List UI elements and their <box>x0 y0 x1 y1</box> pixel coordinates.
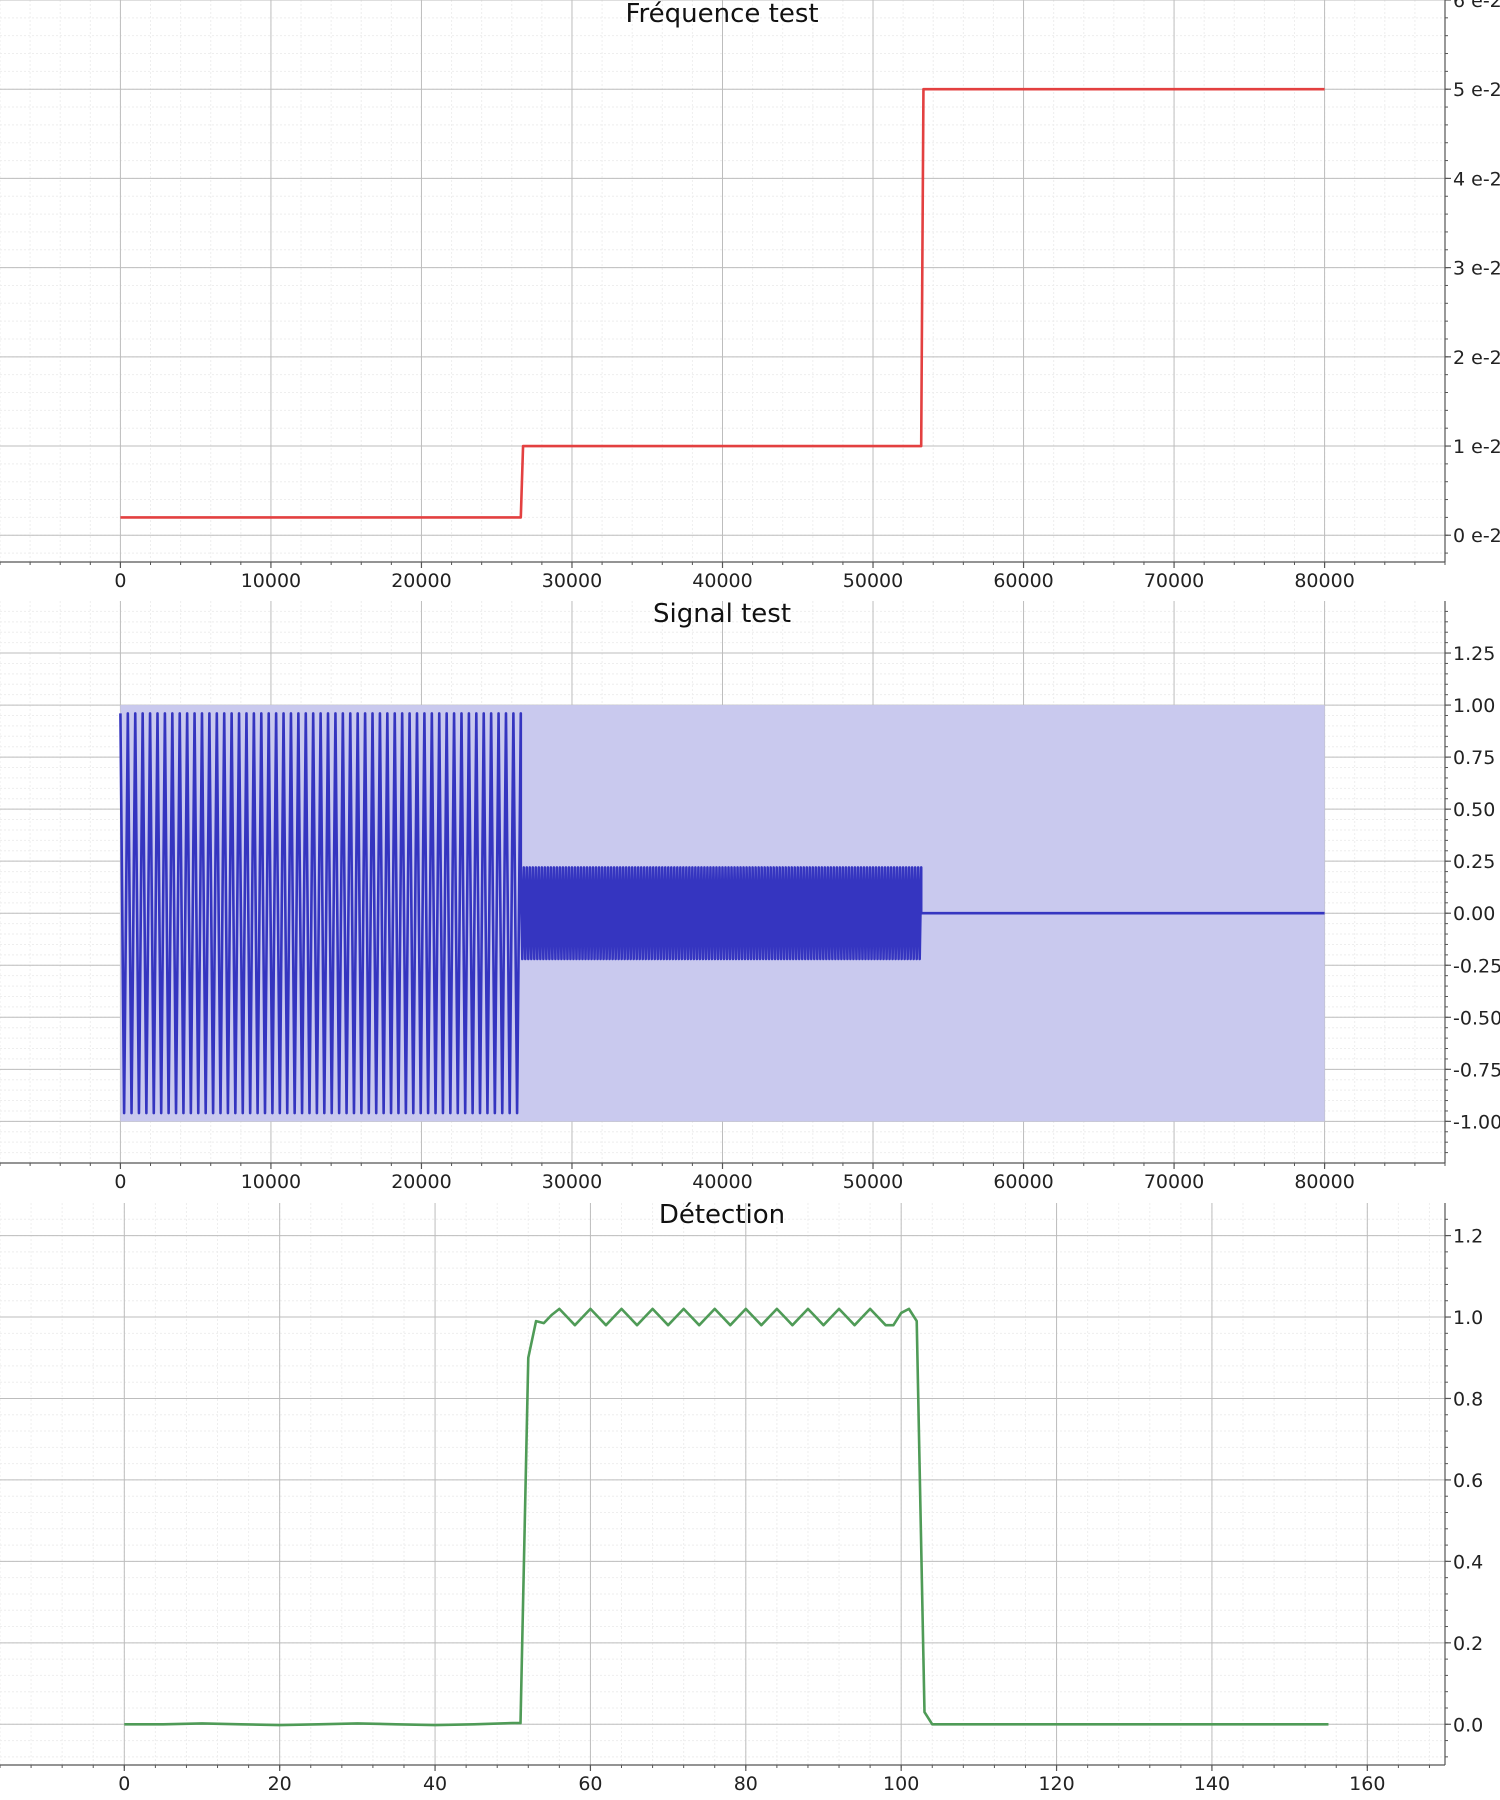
x-tick-label: 60 <box>578 1773 602 1795</box>
major-grid <box>0 1203 1445 1765</box>
x-tick-label: 80000 <box>1294 1171 1354 1193</box>
x-tick-label: 120 <box>1038 1773 1074 1795</box>
y-tick-label: 0.25 <box>1453 851 1495 873</box>
x-tick-label: 50000 <box>843 1171 903 1193</box>
y-tick-label: 0.2 <box>1453 1633 1483 1655</box>
y-tick-label: 0.6 <box>1453 1470 1483 1492</box>
y-tick-label: 3 e-2 <box>1453 258 1500 280</box>
x-tick-label: 10000 <box>241 570 301 592</box>
y-tick-label: 0.50 <box>1453 799 1495 821</box>
y-tick-label: 0.8 <box>1453 1388 1483 1410</box>
x-tick-label: 40000 <box>692 570 752 592</box>
y-tick-label: -0.75 <box>1453 1059 1500 1081</box>
y-tick-label: 0 e-2 <box>1453 525 1500 547</box>
x-tick-label: 70000 <box>1144 1171 1204 1193</box>
y-tick-label: -0.50 <box>1453 1007 1500 1029</box>
y-tick-label: 1.2 <box>1453 1226 1483 1248</box>
series-line-1 <box>120 87 1325 519</box>
chart-panel-3: 0 20 40 60 80 100 120 140 160 0.0 0.2 0.4 0.6 0.8 1.0 1… <box>0 1200 1483 1795</box>
minor-grid <box>0 1203 1445 1765</box>
y-tick-label: 0.4 <box>1453 1551 1483 1573</box>
chart-title: Signal test <box>653 599 791 629</box>
chart-panel-2: 0 10000 20000 30000 40000 50000 60000 70000 8000… <box>0 599 1500 1193</box>
y-tick-label: 5 e-2 <box>1453 79 1500 101</box>
chart-panel-1: 0 10000 20000 30000 40000 50000 60000 70000 8000… <box>0 0 1500 592</box>
x-tick-label: 20000 <box>391 570 451 592</box>
chart-title: Fréquence test <box>625 0 818 29</box>
y-tick-label: 2 e-2 <box>1453 347 1500 369</box>
y-tick-label: 0.00 <box>1453 903 1495 925</box>
y-tick-label: 6 e-2 <box>1453 0 1500 12</box>
y-tick-label: 0.75 <box>1453 747 1495 769</box>
axes: 0 10000 20000 30000 40000 50000 60000 70000 8000… <box>0 601 1500 1193</box>
x-tick-label: 40000 <box>692 1171 752 1193</box>
series-line-1 <box>124 1307 1329 1727</box>
x-tick-label: 100 <box>883 1773 919 1795</box>
x-tick-label: 60000 <box>993 1171 1053 1193</box>
y-tick-label: -1.00 <box>1453 1111 1500 1133</box>
x-tick-label: 10000 <box>241 1171 301 1193</box>
y-tick-label: 0.0 <box>1453 1714 1483 1736</box>
x-tick-label: 20000 <box>391 1171 451 1193</box>
x-tick-label: 50000 <box>843 570 903 592</box>
series-line-1 <box>119 712 1325 1115</box>
x-tick-label: 40 <box>423 1773 447 1795</box>
x-tick-label: 0 <box>114 570 126 592</box>
x-tick-label: 60000 <box>993 570 1053 592</box>
y-tick-label: 4 e-2 <box>1453 168 1500 190</box>
axes: 0 10000 20000 30000 40000 50000 60000 70000 8000… <box>0 0 1500 592</box>
x-tick-label: 30000 <box>542 570 602 592</box>
x-tick-label: 140 <box>1194 1773 1230 1795</box>
x-tick-label: 0 <box>118 1773 130 1795</box>
x-tick-label: 70000 <box>1144 570 1204 592</box>
x-tick-label: 160 <box>1349 1773 1385 1795</box>
x-tick-label: 80000 <box>1294 570 1354 592</box>
chart-title: Détection <box>659 1200 785 1230</box>
major-grid <box>0 0 1445 562</box>
y-tick-label: 1.25 <box>1453 643 1495 665</box>
y-tick-label: -0.25 <box>1453 955 1500 977</box>
y-tick-label: 1 e-2 <box>1453 436 1500 458</box>
axes: 0 20 40 60 80 100 120 140 160 0.0 0.2 0.4 0.6 0.8 1.0 1… <box>0 1203 1483 1795</box>
x-tick-label: 30000 <box>542 1171 602 1193</box>
y-tick-label: 1.00 <box>1453 695 1495 717</box>
x-tick-label: 80 <box>734 1773 758 1795</box>
x-tick-label: 0 <box>114 1171 126 1193</box>
x-tick-label: 20 <box>268 1773 292 1795</box>
y-tick-label: 1.0 <box>1453 1307 1483 1329</box>
